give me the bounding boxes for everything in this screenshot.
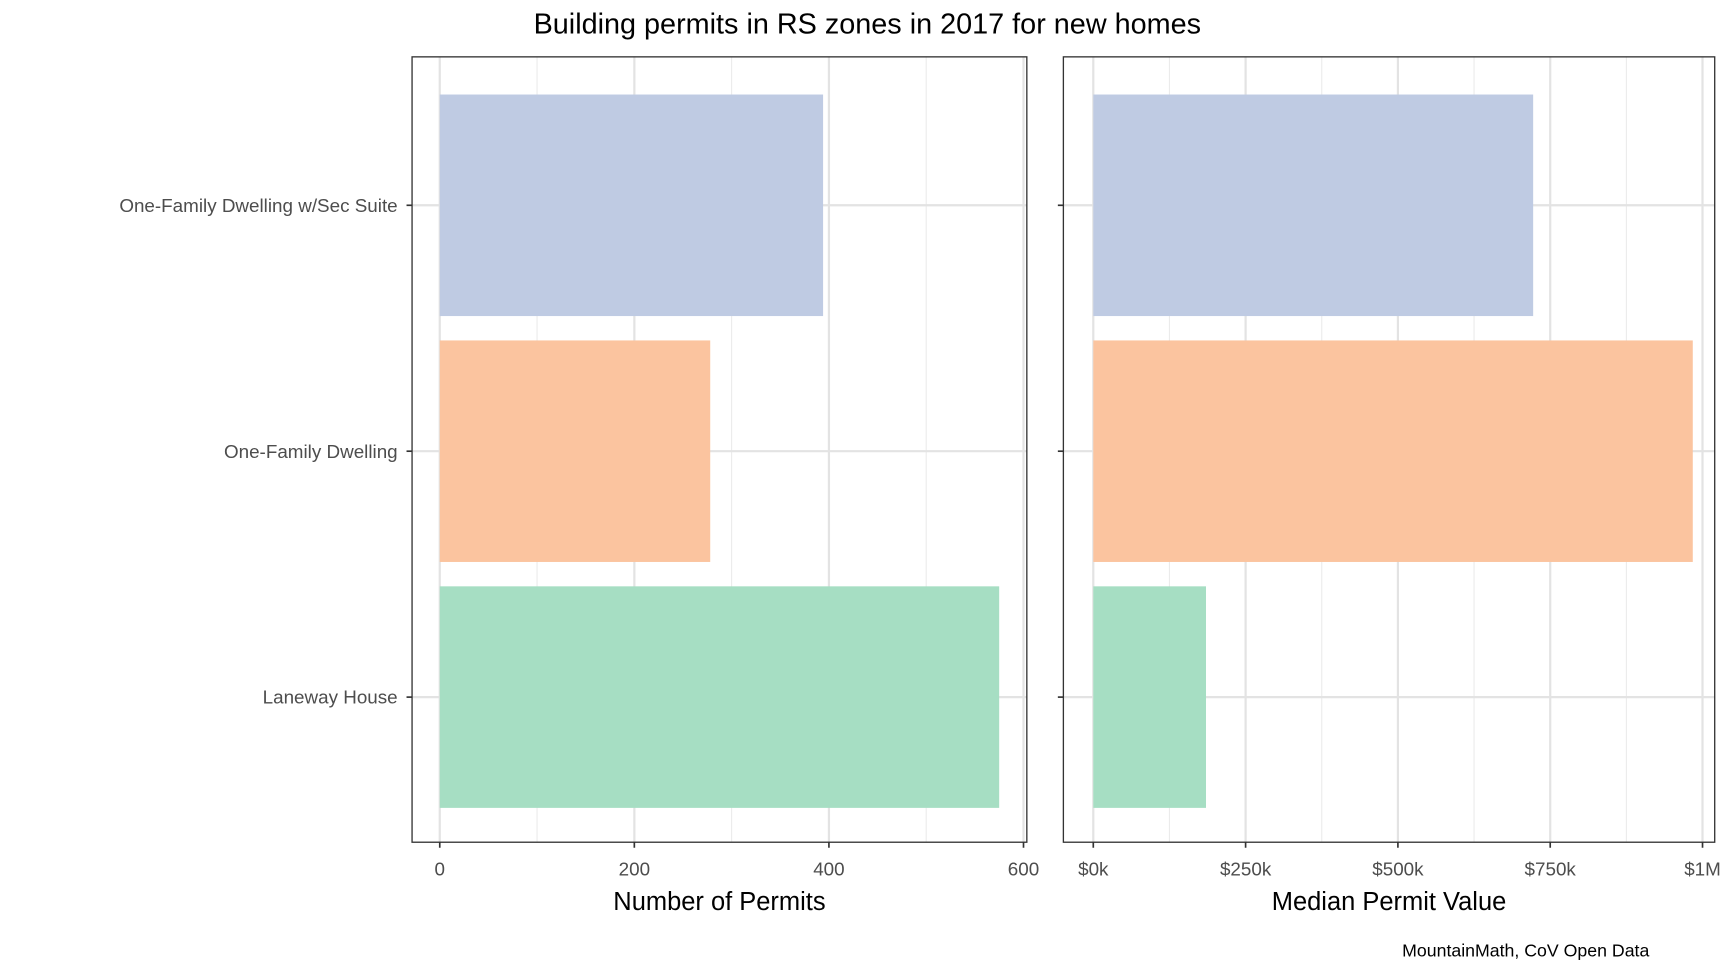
x-tick-label: 200 <box>619 858 650 879</box>
x-tick-label: $1M <box>1684 858 1721 879</box>
x-tick-label: 0 <box>435 858 445 879</box>
panel-2: $0k $250k $500k $750k $1M Median Permit Value <box>1057 56 1721 916</box>
bar-laneway-house <box>439 586 1000 808</box>
chart-title: Building permits in RS zones in 2017 for… <box>534 9 1201 41</box>
panel-border <box>1062 56 1716 843</box>
y-tick-label: One-Family Dwelling <box>224 441 398 462</box>
bar-one-family-dwelling <box>1093 340 1693 562</box>
x-tick-label: $750k <box>1525 858 1577 879</box>
bar-one-family-dwelling <box>439 340 711 562</box>
x-axis-title: Median Permit Value <box>1272 888 1507 916</box>
bar-one-family-dwelling-w-sec-suite <box>439 94 824 317</box>
x-axis-title: Number of Permits <box>613 888 825 916</box>
x-tick-label: $0k <box>1078 858 1109 879</box>
y-tick-label: One-Family Dwelling w/Sec Suite <box>119 195 397 216</box>
x-tick-label: $250k <box>1220 858 1272 879</box>
y-tick-label: Laneway House <box>263 687 398 708</box>
x-tick-label: 400 <box>813 858 844 879</box>
x-tick-label: $500k <box>1372 858 1424 879</box>
bar-one-family-dwelling-w-sec-suite <box>1093 94 1534 317</box>
panel-border <box>411 56 1028 843</box>
caption: MountainMath, CoV Open Data <box>1402 940 1649 960</box>
bar-laneway-house <box>1093 586 1206 808</box>
x-tick-label: 600 <box>1008 858 1039 879</box>
panel-1: 0 200 400 600 Number of Permits One-Family Dw… <box>119 56 1039 916</box>
